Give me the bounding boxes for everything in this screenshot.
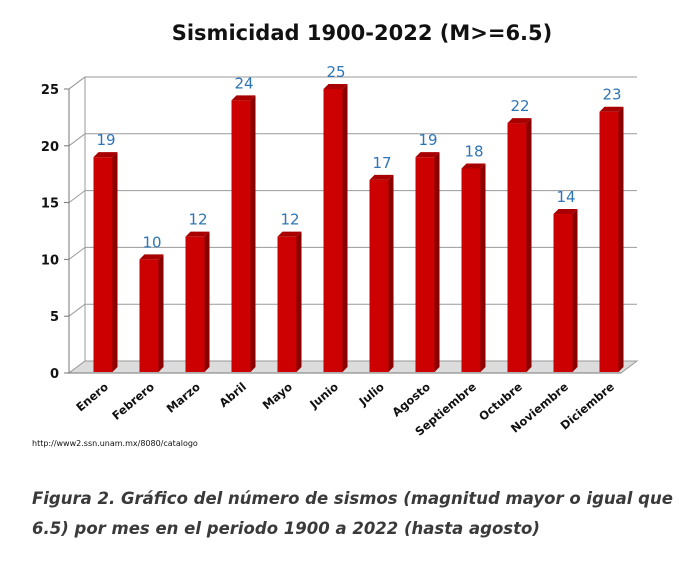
bar (599, 106, 624, 372)
data-label: 10 (142, 233, 161, 251)
category-label: Junio (306, 380, 341, 412)
bar (461, 163, 486, 372)
y-tick-label: 10 (41, 253, 59, 268)
bar (231, 95, 256, 373)
gridline-depth (68, 303, 86, 317)
data-label: 14 (556, 188, 575, 206)
category-label: Marzo (164, 380, 203, 416)
y-tick-label: 15 (41, 197, 59, 212)
data-label: 12 (188, 211, 207, 229)
y-tick-label: 0 (50, 367, 59, 382)
bar (323, 84, 348, 372)
category-label: Julio (356, 380, 387, 410)
category-label: Abril (216, 380, 249, 410)
category-label: Agosto (389, 380, 433, 420)
bar (369, 174, 394, 372)
data-label: 22 (510, 97, 529, 115)
category-label: Enero (73, 380, 111, 415)
gridline-depth (68, 76, 86, 90)
bar (507, 118, 532, 372)
chart-title: Sismicidad 1900-2022 (M>=6.5) (172, 21, 553, 45)
bar-chart: Sismicidad 1900-2022 (M>=6.5) 0 5 10 15 20 25… (41, 21, 639, 439)
data-label: 25 (326, 63, 345, 81)
y-tick-label: 5 (50, 310, 59, 325)
figure-caption: Figura 2. Gráfico del número de sismos (… (32, 489, 673, 538)
bar (277, 231, 302, 372)
category-label: Mayo (260, 380, 295, 413)
data-label: 17 (372, 154, 391, 172)
data-label: 19 (418, 131, 437, 149)
chart-area: Sismicidad 1900-2022 (M>=6.5) 0 5 10 15 20 25… (41, 21, 639, 439)
data-label: 23 (602, 86, 621, 104)
gridline-depth (68, 246, 86, 260)
gridline-depth (68, 133, 86, 147)
bar (139, 254, 164, 372)
source-url: http://www2.ssn.unam.mx/8080/catalogo (32, 439, 198, 448)
data-label: 12 (280, 211, 299, 229)
y-tick-label: 25 (41, 83, 59, 98)
gridline-depth (68, 190, 86, 204)
plot-left-wall (68, 76, 86, 374)
y-tick-label: 20 (41, 140, 59, 155)
bar (93, 152, 118, 372)
bar (415, 152, 440, 372)
data-label: 19 (96, 131, 115, 149)
data-label: 18 (464, 143, 483, 161)
category-label: Febrero (109, 380, 157, 423)
data-label: 24 (234, 74, 253, 92)
bar (185, 231, 210, 372)
bar (553, 208, 578, 372)
